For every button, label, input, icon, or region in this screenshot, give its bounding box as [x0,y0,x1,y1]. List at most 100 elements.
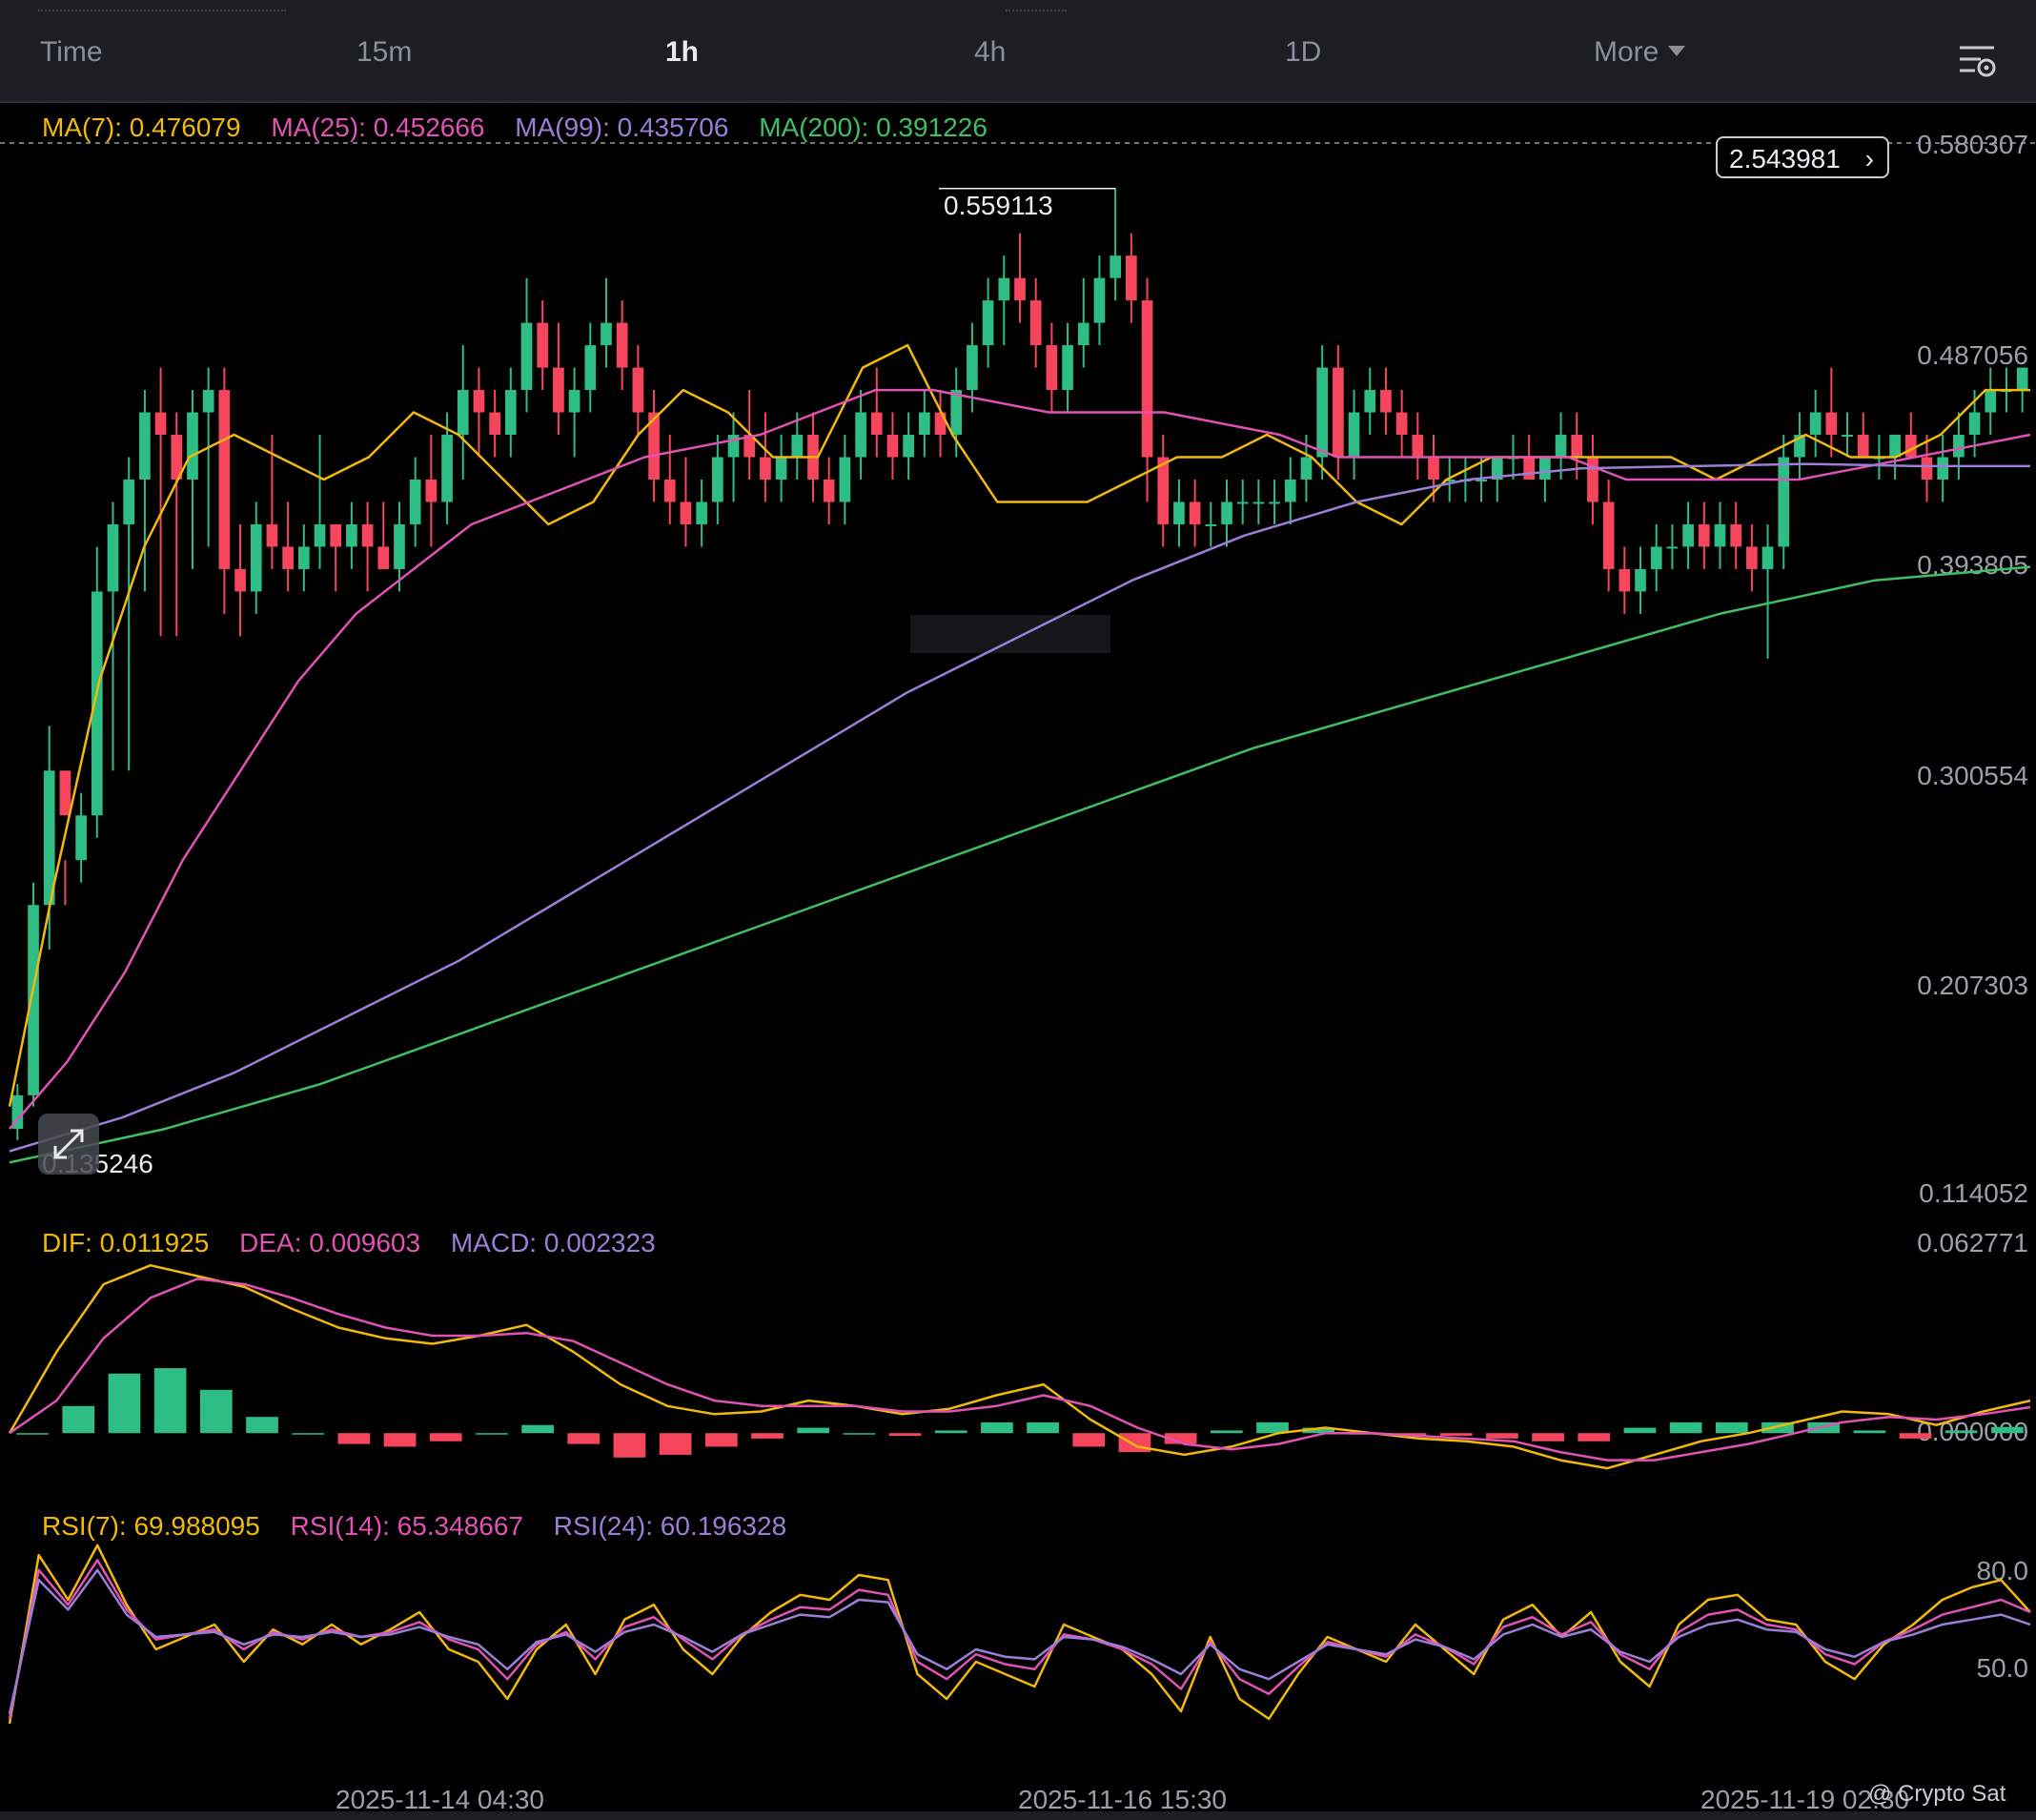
candle-body [171,435,183,480]
candle-body [218,390,231,569]
candle-body [1077,322,1089,346]
candle-body [1523,457,1536,480]
candle-body [123,479,135,524]
ma25-legend: MA(25): 0.452666 [271,112,485,142]
candle-body [1602,501,1615,569]
candle-body [1794,435,1805,458]
chart-settings-icon[interactable] [1958,42,1996,80]
candle-body [760,457,771,480]
candle-body [394,523,405,569]
macd-histogram-bar [337,1433,371,1444]
watermark: @ Crypto Sat [1868,1781,2006,1807]
candle-body [632,367,644,413]
candle-body [1126,256,1137,301]
tab-15m[interactable]: 15m [356,36,413,68]
macd-histogram-bar [1853,1430,1886,1434]
candle-body [870,412,883,436]
candle-body [1619,568,1631,592]
tab-4h[interactable]: 4h [974,36,1007,68]
caret-down-icon [1668,45,1686,56]
bottom-edge [0,1811,2036,1820]
candle-body [489,412,500,436]
tab-1h[interactable]: 1h [665,36,700,68]
tab-time[interactable]: Time [40,36,103,68]
candle-body [187,412,198,480]
candle-body [1300,457,1313,480]
candle-body [75,815,87,861]
candle-body [1252,501,1265,504]
candle-body [2016,367,2028,391]
tab-1d[interactable]: 1D [1285,36,1322,68]
macd-histogram-bar [1072,1433,1106,1447]
candle-body [791,435,804,458]
candle-body [1635,568,1646,592]
current-price-tag[interactable]: 2.543981 › [1716,136,1889,178]
candle-body [743,435,756,458]
candle-body [1110,256,1121,278]
current-price-value: 2.543981 [1729,144,1841,174]
candle-body [1746,546,1758,569]
candle-body [616,322,628,368]
candle-body [537,322,549,368]
macd-histogram-bar [981,1421,1013,1434]
candle-body [1236,501,1249,504]
candle-body [1173,501,1185,524]
candle-body [43,770,55,906]
ma200-line [9,565,2031,1164]
ma7-legend: MA(7): 0.476079 [42,112,241,142]
macd-histogram-bar [16,1433,49,1435]
candle-body [361,523,374,547]
tab-more-label: More [1594,36,1659,68]
macd-histogram-bar [1302,1427,1335,1434]
candle-body [998,277,1010,301]
exchange-logo-watermark [910,615,1110,653]
candle-body [775,457,787,480]
ma99-legend: MA(99): 0.435706 [515,112,729,142]
macd-histogram-bar [429,1433,462,1442]
candle-body [1921,457,1933,480]
candle-body [1666,546,1679,549]
candle-body [1555,435,1567,458]
candle-body [1284,479,1296,502]
candle-body [1333,367,1344,458]
time-tick: 2025-11-14 04:30 [336,1785,544,1814]
expand-icon[interactable] [38,1114,99,1175]
candle-body [1889,435,1901,458]
candle-body [28,905,39,1095]
macd-histogram-bar [1486,1433,1518,1439]
candle-body [1364,390,1376,413]
macd-histogram-bar [62,1405,95,1434]
candle-body [1380,390,1392,413]
macd-histogram-bar [521,1424,554,1434]
candle-body [1428,457,1439,480]
candle-body [855,412,866,458]
rsi24-line [8,1568,2031,1714]
ma7-line [8,343,2030,1107]
macd-histogram-bar [1715,1421,1748,1434]
candle-body [919,412,930,436]
candle-body [1443,479,1456,481]
candle-body [601,322,612,346]
rsi14-legend: RSI(14): 65.348667 [290,1511,523,1541]
dea-line [9,1278,2031,1462]
candle-body [441,435,453,502]
macd-histogram-bar [1439,1433,1473,1437]
time-tick: 2025-11-19 02:30 [1700,1785,1909,1814]
candle-body [1093,277,1106,323]
candle-body [1761,546,1774,569]
macd-histogram-bar [1669,1421,1702,1434]
candle-body [425,479,438,502]
macd-histogram-bar [613,1433,646,1458]
tab-more[interactable]: More [1594,36,1686,69]
macd-histogram-bar [797,1427,830,1434]
candle-body [1189,501,1201,524]
macd-histogram-bar [934,1430,967,1434]
candle-body [967,345,978,391]
macd-histogram-bar [1532,1433,1564,1442]
candle-body [1985,390,1997,413]
macd-histogram-bar [1944,1430,1978,1434]
macd-tick: 0.062771 [1917,1228,2028,1258]
candle-body [1698,523,1710,547]
candle-body [504,390,517,436]
